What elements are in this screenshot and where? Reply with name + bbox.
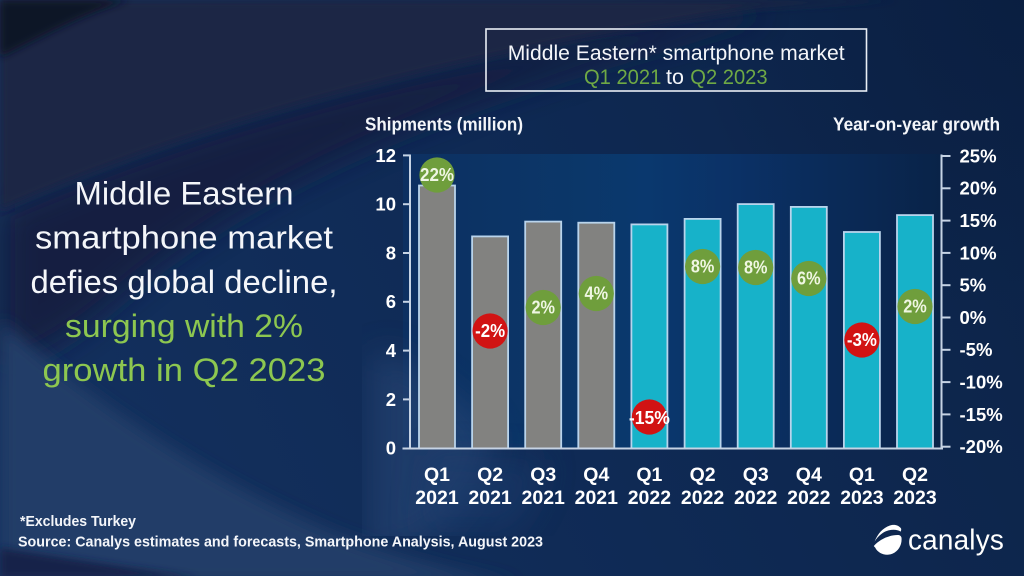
svg-text:2: 2 xyxy=(386,389,396,410)
svg-text:0%: 0% xyxy=(960,307,987,328)
svg-text:10: 10 xyxy=(375,194,396,215)
svg-text:-15%: -15% xyxy=(629,408,670,428)
svg-text:8: 8 xyxy=(386,242,396,263)
svg-text:2022: 2022 xyxy=(734,487,778,509)
svg-text:2%: 2% xyxy=(531,298,555,318)
svg-text:to: to xyxy=(666,65,684,89)
svg-text:2022: 2022 xyxy=(681,487,725,509)
svg-text:0: 0 xyxy=(386,438,396,459)
svg-text:-3%: -3% xyxy=(847,330,877,350)
svg-text:8%: 8% xyxy=(744,258,768,278)
svg-text:2021: 2021 xyxy=(522,487,566,509)
svg-text:smartphone market: smartphone market xyxy=(35,220,333,256)
svg-text:6: 6 xyxy=(386,291,396,312)
svg-text:10%: 10% xyxy=(960,242,997,263)
svg-text:2022: 2022 xyxy=(628,487,672,509)
svg-text:Q1: Q1 xyxy=(636,464,662,486)
svg-text:-15%: -15% xyxy=(960,404,1003,425)
svg-text:Middle Eastern: Middle Eastern xyxy=(75,175,294,211)
svg-text:8%: 8% xyxy=(691,257,715,277)
svg-text:defies global decline,: defies global decline, xyxy=(31,264,338,300)
svg-text:22%: 22% xyxy=(420,165,454,185)
svg-text:canalys: canalys xyxy=(908,525,1004,557)
svg-text:Q1: Q1 xyxy=(849,464,875,486)
svg-text:2023: 2023 xyxy=(893,487,937,509)
svg-text:-10%: -10% xyxy=(960,372,1003,393)
svg-text:Middle Eastern* smartphone mar: Middle Eastern* smartphone market xyxy=(508,41,845,65)
svg-text:15%: 15% xyxy=(960,210,997,231)
svg-text:Q4: Q4 xyxy=(583,464,609,486)
svg-text:Q1: Q1 xyxy=(424,464,450,486)
svg-text:surging with 2%: surging with 2% xyxy=(65,308,303,344)
svg-text:2%: 2% xyxy=(903,297,927,317)
svg-text:Q2: Q2 xyxy=(477,464,503,486)
svg-text:2021: 2021 xyxy=(415,487,459,509)
svg-text:Q4: Q4 xyxy=(796,464,822,486)
svg-text:2023: 2023 xyxy=(840,487,884,509)
svg-text:6%: 6% xyxy=(797,269,821,289)
svg-text:Q2: Q2 xyxy=(690,464,716,486)
svg-text:Source: Canalys estimates and: Source: Canalys estimates and forecasts,… xyxy=(18,534,543,551)
svg-text:-2%: -2% xyxy=(475,321,505,341)
svg-text:2022: 2022 xyxy=(787,487,831,509)
svg-text:-5%: -5% xyxy=(960,339,993,360)
svg-text:5%: 5% xyxy=(960,275,987,296)
svg-text:Q3: Q3 xyxy=(743,464,769,486)
svg-text:4: 4 xyxy=(386,340,397,361)
svg-text:Year-on-year growth: Year-on-year growth xyxy=(833,114,1000,134)
svg-text:Q1 2021: Q1 2021 xyxy=(584,65,661,89)
svg-text:2021: 2021 xyxy=(468,487,512,509)
svg-text:25%: 25% xyxy=(960,145,997,166)
svg-text:12: 12 xyxy=(375,145,396,166)
svg-text:Shipments (million): Shipments (million) xyxy=(365,114,523,134)
svg-text:4%: 4% xyxy=(585,284,609,304)
svg-text:Q2: Q2 xyxy=(902,464,928,486)
svg-text:2021: 2021 xyxy=(575,487,619,509)
svg-text:growth in Q2 2023: growth in Q2 2023 xyxy=(43,352,326,388)
svg-text:20%: 20% xyxy=(960,178,997,199)
svg-text:*Excludes Turkey: *Excludes Turkey xyxy=(20,514,136,530)
svg-text:Q3: Q3 xyxy=(530,464,556,486)
svg-text:Q2 2023: Q2 2023 xyxy=(690,65,767,89)
svg-text:-20%: -20% xyxy=(960,436,1003,457)
